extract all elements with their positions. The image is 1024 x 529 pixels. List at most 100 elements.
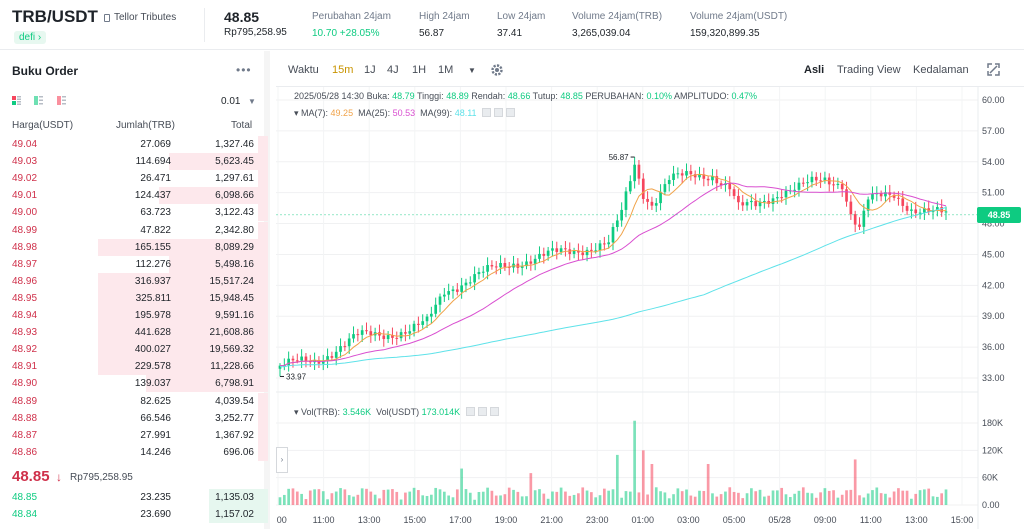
ask-row[interactable]: 48.87 27.991 1,367.92 — [0, 426, 268, 444]
interval-15m[interactable]: 15m — [332, 64, 354, 76]
volume-bar — [438, 489, 442, 505]
volume-bar — [287, 488, 290, 505]
view-both-icon[interactable] — [12, 96, 21, 105]
candle-body — [330, 356, 334, 358]
candle-body — [628, 181, 632, 192]
ask-row[interactable]: 48.94 195.978 9,591.16 — [0, 307, 268, 324]
volume-bar — [853, 459, 857, 505]
volume-bar — [936, 496, 939, 505]
candle-body — [745, 202, 749, 206]
ask-row[interactable]: 48.97 112.276 5,498.16 — [0, 255, 268, 273]
caret-down-icon[interactable]: ▼ — [468, 66, 476, 75]
eye-icon[interactable] — [482, 108, 492, 117]
category-tag[interactable]: defi › — [14, 31, 47, 44]
interval-1j[interactable]: 1J — [364, 64, 376, 76]
chevron-right-icon[interactable]: › — [276, 447, 288, 473]
ask-row[interactable]: 48.96 316.937 15,517.24 — [0, 272, 268, 290]
ask-row[interactable]: 48.98 165.155 8,089.29 — [0, 238, 268, 256]
legend-high-label: Tinggi: — [417, 91, 444, 101]
ask-total: 15,948.45 — [209, 292, 255, 304]
precision-select[interactable]: 0.01 — [221, 96, 241, 107]
candle-body — [581, 252, 585, 256]
more-options-icon[interactable]: ••• — [236, 63, 252, 77]
view-bids-icon[interactable] — [34, 96, 43, 105]
candle-body — [775, 197, 779, 199]
candle-body — [767, 200, 771, 204]
chart-toolbar: Waktu 15m 1J 4J 1H 1M ▼ Asli Trading Vie… — [276, 51, 1024, 87]
interval-1h[interactable]: 1H — [412, 64, 427, 76]
ask-price: 48.87 — [12, 429, 38, 441]
settings-icon[interactable] — [477, 407, 487, 416]
candle-body — [542, 253, 546, 256]
ask-row[interactable]: 48.90 139.037 6,798.91 — [0, 375, 268, 393]
candle-body — [706, 178, 710, 181]
ask-row[interactable]: 49.02 26.471 1,297.61 — [0, 170, 268, 188]
pair-symbol[interactable]: TRB/USDT — [12, 7, 98, 26]
ask-row[interactable]: 48.93 441.628 21,608.86 — [0, 324, 268, 342]
ask-row[interactable]: 49.00 63.723 3,122.43 — [0, 204, 268, 222]
volume-bar — [737, 492, 740, 505]
volume-bar — [702, 490, 706, 505]
candle-body — [477, 272, 481, 275]
candle-body — [719, 183, 723, 186]
ask-row[interactable]: 48.92 400.027 19,569.32 — [0, 341, 268, 359]
ask-row[interactable]: 49.04 27.069 1,327.46 — [0, 136, 268, 153]
bid-row[interactable]: 48.84 23.690 1,157.02 — [0, 506, 268, 523]
settings-icon[interactable] — [494, 108, 504, 117]
volume-bar — [637, 492, 641, 505]
gear-icon[interactable] — [490, 63, 504, 77]
volume-bar — [832, 490, 835, 505]
close-icon[interactable] — [489, 407, 499, 416]
interval-4j[interactable]: 4J — [387, 64, 399, 76]
ask-total: 8,089.29 — [215, 241, 254, 253]
candle-body — [741, 202, 745, 206]
candle-body — [321, 360, 325, 364]
time-tick-label: 05:00 — [723, 515, 746, 525]
ask-row[interactable]: 48.88 66.546 3,252.77 — [0, 409, 268, 427]
bid-row[interactable]: 48.85 23.235 1,135.03 — [0, 489, 268, 506]
ask-row[interactable]: 48.95 325.811 15,948.45 — [0, 289, 268, 307]
volume-bar — [905, 490, 909, 505]
volume-bar — [360, 488, 364, 505]
candle-body — [585, 249, 589, 256]
volume-tick-label: 120K — [982, 445, 1003, 455]
candle-body — [754, 200, 758, 207]
interval-1m[interactable]: 1M — [438, 64, 454, 76]
candle-body — [291, 358, 295, 361]
ask-row[interactable]: 48.89 82.625 4,039.54 — [0, 392, 268, 410]
ask-row[interactable]: 49.01 124.437 6,098.66 — [0, 187, 268, 205]
candle-body — [287, 358, 290, 366]
view-depth[interactable]: Kedalaman — [913, 64, 969, 76]
low-annotation: 33.97 — [286, 372, 307, 381]
eye-icon[interactable] — [465, 407, 475, 416]
close-icon[interactable] — [506, 108, 516, 117]
volume-bar — [460, 468, 463, 505]
candle-body — [412, 323, 416, 332]
candle-body — [460, 285, 463, 292]
candle-body — [849, 201, 853, 215]
view-asks-icon[interactable] — [57, 96, 66, 105]
price-chart[interactable]: 60.00 57.00 54.00 51.00 48.00 45.00 42.00 39.00… — [276, 87, 1024, 529]
ask-total: 6,098.66 — [215, 190, 254, 202]
candle-body — [771, 198, 775, 204]
ask-row[interactable]: 49.03 114.694 5,623.45 — [0, 153, 268, 171]
ma99-label: MA(99): — [420, 108, 453, 118]
view-original[interactable]: Asli — [804, 64, 825, 76]
candle-body — [806, 182, 809, 184]
volume-bar — [750, 488, 753, 505]
volume-bar — [598, 495, 602, 505]
view-tradingview[interactable]: Trading View — [837, 64, 901, 76]
candlestick-svg[interactable]: 60.00 57.00 54.00 51.00 48.00 45.00 42.00 39.00… — [276, 87, 1024, 529]
candle-body — [663, 184, 667, 192]
ask-row[interactable]: 48.86 14.246 696.06 — [0, 443, 268, 461]
ask-row[interactable]: 48.91 229.578 11,228.66 — [0, 358, 268, 376]
fullscreen-icon[interactable] — [987, 63, 1000, 76]
candle-body — [910, 209, 913, 211]
volume-bar — [624, 491, 628, 505]
depth-bar — [258, 170, 268, 188]
caret-down-icon[interactable]: ▼ — [248, 97, 256, 106]
volume-bar — [754, 491, 758, 505]
ask-row[interactable]: 48.99 47.822 2,342.80 — [0, 221, 268, 239]
pair-full-name[interactable]: Tellor Tributes — [104, 12, 176, 23]
volume-bar — [395, 491, 399, 505]
